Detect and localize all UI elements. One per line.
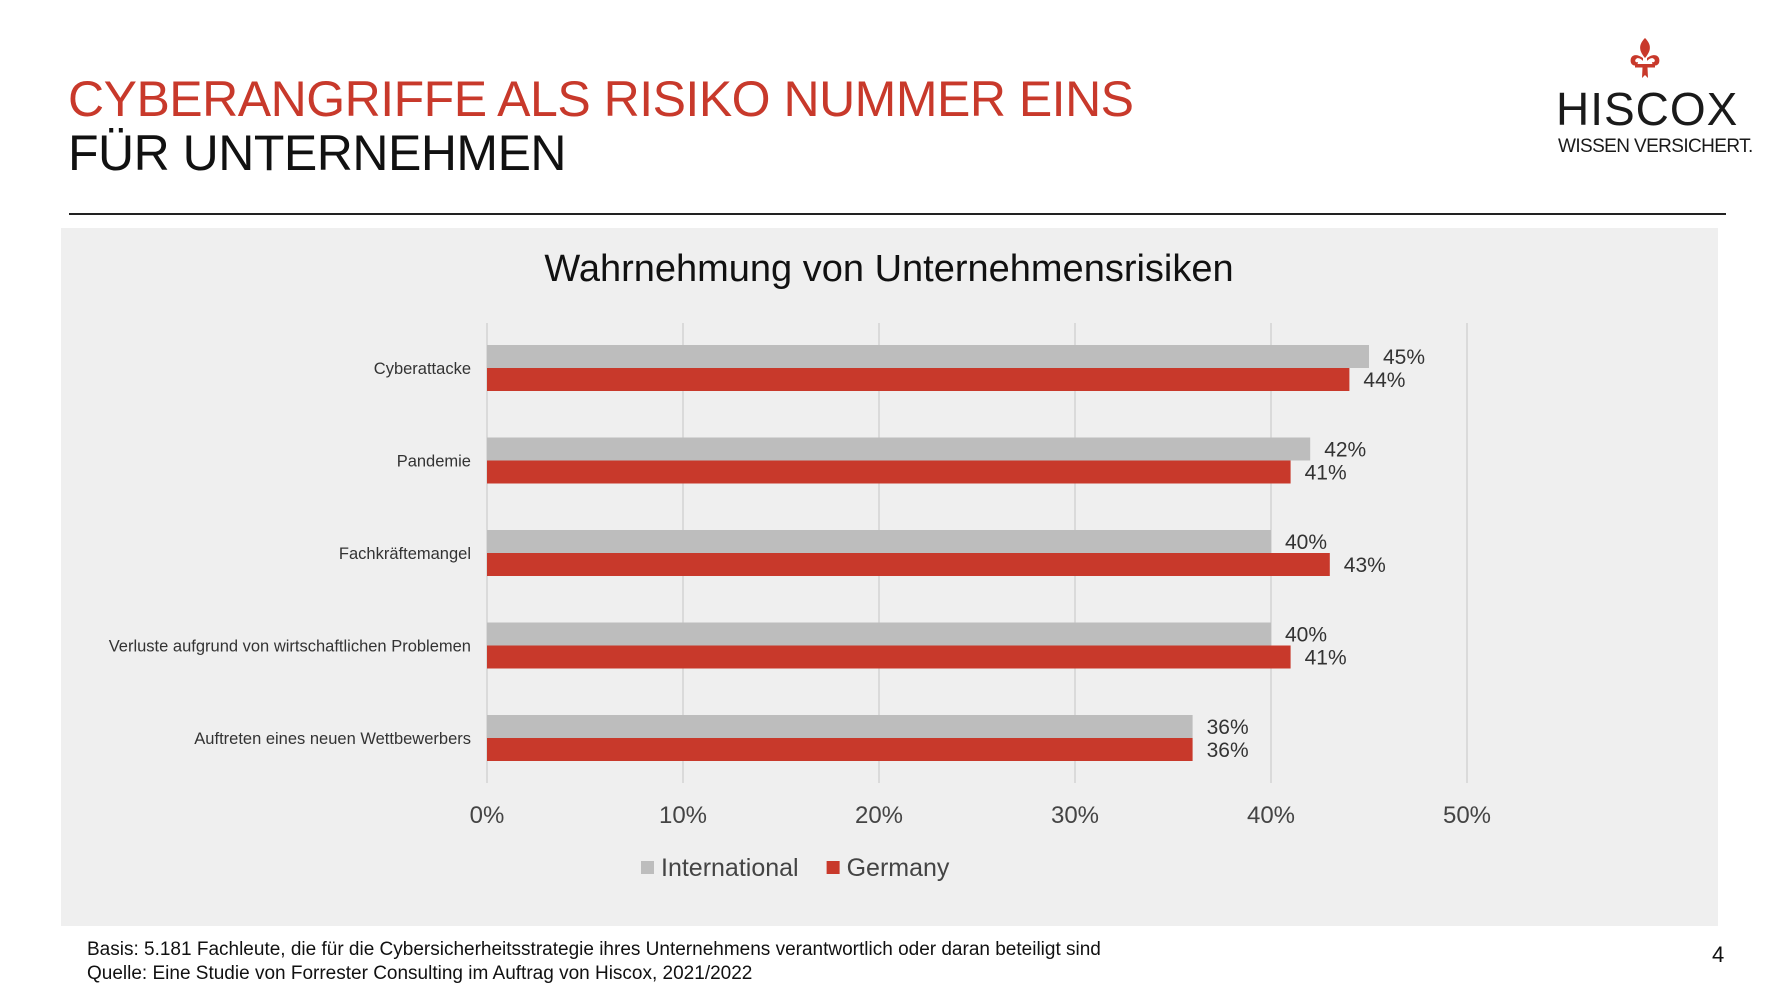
bar-international xyxy=(487,530,1271,553)
data-label: 42% xyxy=(1324,439,1366,462)
x-tick-label: 20% xyxy=(855,802,903,829)
legend-label-international: International xyxy=(661,854,799,882)
category-label: Verluste aufgrund von wirtschaftlichen P… xyxy=(109,638,471,656)
category-label: Fachkräftemangel xyxy=(339,545,471,563)
title-line-1: CYBERANGRIFFE ALS RISIKO NUMMER EINS xyxy=(68,71,1134,127)
x-tick-label: 0% xyxy=(470,802,505,829)
legend-label-germany: Germany xyxy=(847,854,950,882)
bar-international xyxy=(487,622,1271,646)
logo-name: HISCOX xyxy=(1556,83,1739,135)
chart-panel: Wahrnehmung von Unternehmensrisiken 0% 10%… xyxy=(61,228,1718,926)
bar-germany xyxy=(487,553,1330,576)
bar-germany xyxy=(487,645,1291,669)
x-tick-label: 50% xyxy=(1443,802,1491,829)
category-label: Cyberattacke xyxy=(374,360,471,378)
title-line-2: FÜR UNTERNEHMEN xyxy=(68,125,567,181)
bar-germany xyxy=(487,460,1291,484)
bar-international xyxy=(487,345,1369,368)
data-label: 36% xyxy=(1207,716,1249,739)
logo-tagline: WISSEN VERSICHERT. xyxy=(1558,136,1753,157)
category-label: Pandemie xyxy=(397,453,471,471)
data-label: 40% xyxy=(1285,531,1327,554)
data-label: 36% xyxy=(1207,739,1249,762)
category-label: Auftreten eines neuen Wettbewerbers xyxy=(194,730,471,748)
chart-title: Wahrnehmung von Unternehmensrisiken xyxy=(544,248,1233,290)
page-number: 4 xyxy=(1712,942,1725,967)
header-divider xyxy=(69,213,1726,215)
footnote: Basis: 5.181 Fachleute, die für die Cybe… xyxy=(87,938,1101,986)
data-label: 40% xyxy=(1285,624,1327,647)
x-tick-label: 30% xyxy=(1051,802,1099,829)
hiscox-logo: HISCOX WISSEN VERSICHERT. xyxy=(1550,36,1753,166)
data-label: 41% xyxy=(1305,647,1347,670)
footnote-basis: Basis: 5.181 Fachleute, die für die Cybe… xyxy=(87,939,1101,960)
legend-swatch-germany xyxy=(826,861,840,874)
footnote-source: Quelle: Eine Studie von Forrester Consul… xyxy=(87,963,753,984)
bar-international xyxy=(487,715,1193,738)
bar-germany xyxy=(487,738,1193,761)
bar-germany xyxy=(487,368,1350,391)
data-label: 41% xyxy=(1305,462,1347,485)
legend-swatch-international xyxy=(641,861,654,874)
bar-chart: Wahrnehmung von Unternehmensrisiken 0% 10%… xyxy=(109,248,1491,882)
fleur-de-lis-icon xyxy=(1630,38,1660,78)
x-tick-label: 10% xyxy=(659,802,707,829)
data-label: 45% xyxy=(1383,346,1425,369)
bar-international xyxy=(487,437,1311,461)
data-label: 43% xyxy=(1344,554,1386,577)
x-tick-label: 40% xyxy=(1247,802,1295,829)
data-label: 44% xyxy=(1363,369,1405,392)
page-title: CYBERANGRIFFE ALS RISIKO NUMMER EINS FÜR… xyxy=(68,72,1134,180)
